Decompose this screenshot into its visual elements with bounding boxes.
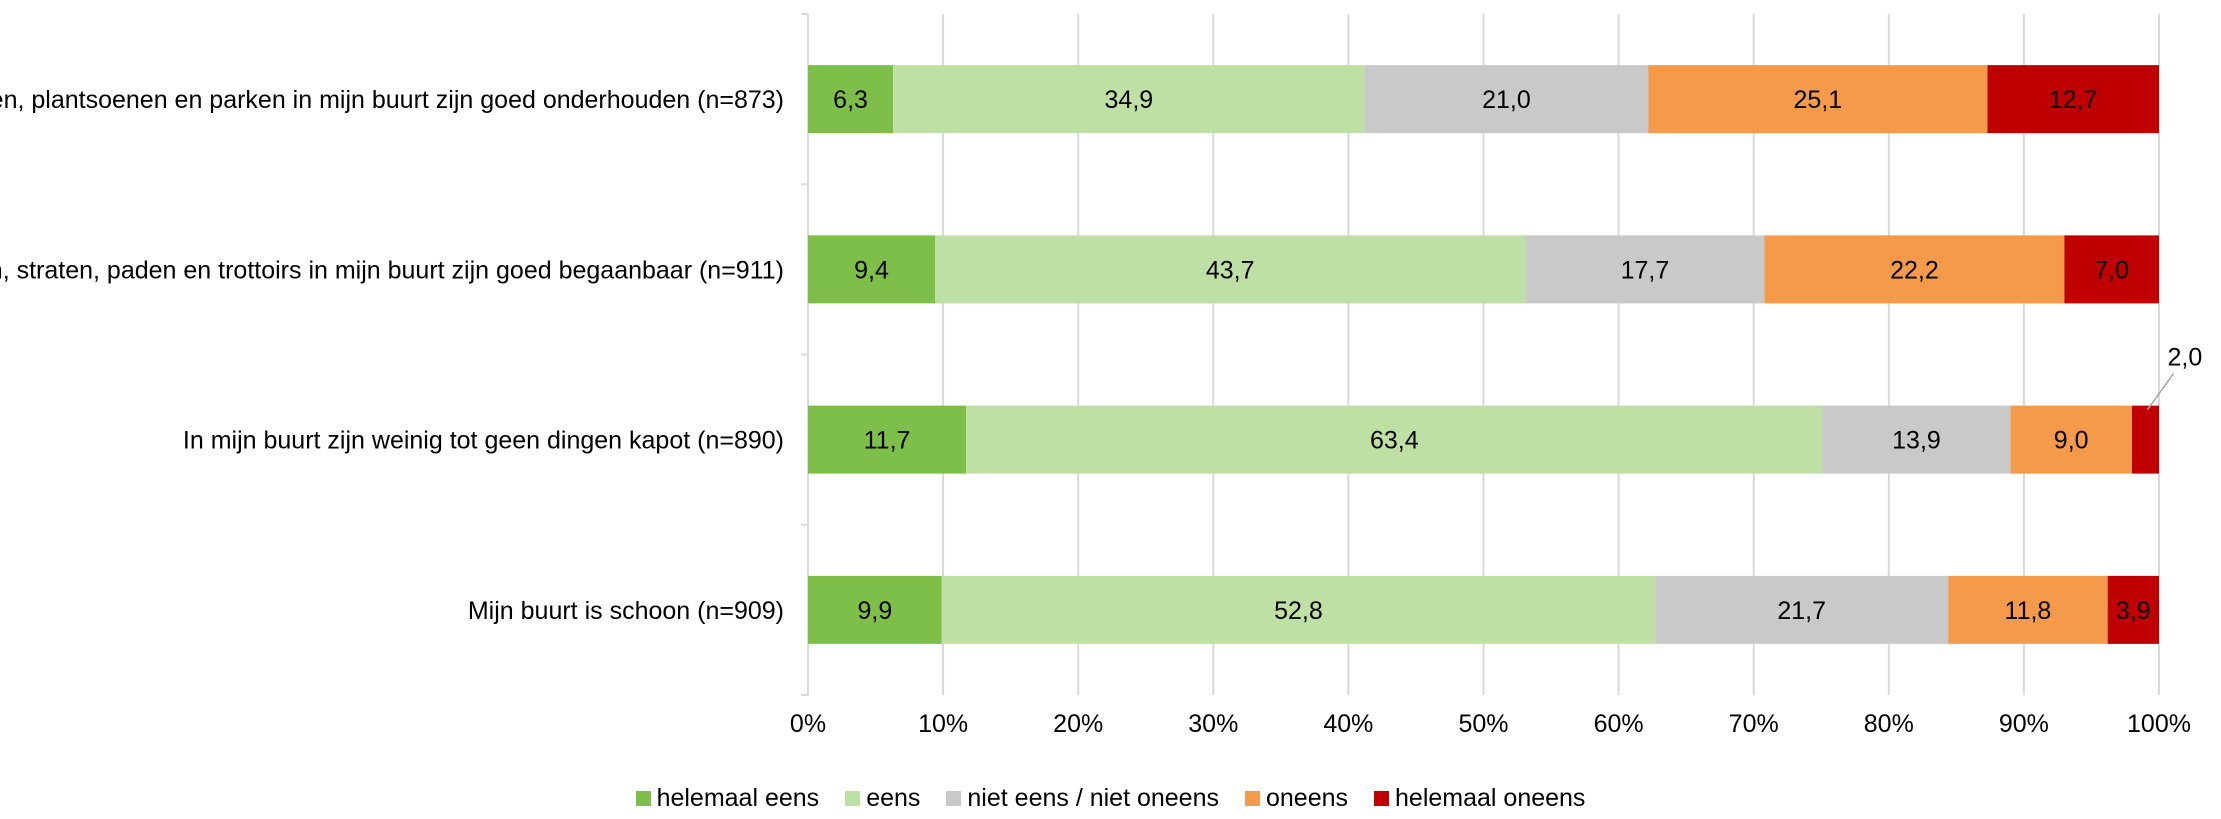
- legend-item: oneens: [1244, 783, 1349, 813]
- bar-segment: [1525, 235, 1765, 304]
- legend-label: helemaal oneens: [1395, 783, 1586, 812]
- x-tick-label: 20%: [1053, 710, 1103, 738]
- data-label: 17,7: [1621, 256, 1670, 284]
- data-label: 13,9: [1892, 427, 1941, 455]
- x-tick-label: 40%: [1323, 710, 1373, 738]
- data-label: 21,0: [1482, 86, 1531, 114]
- bar-segment: [808, 575, 942, 644]
- x-tick-label: 50%: [1458, 710, 1508, 738]
- bar-segment: [808, 65, 894, 134]
- bar-segment: [2010, 405, 2132, 474]
- x-tick-label: 0%: [790, 710, 826, 738]
- bar-segment: [2131, 405, 2159, 474]
- category-label: In mijn buurt zijn weinig tot geen dinge…: [183, 427, 784, 455]
- bar-segment: [1655, 575, 1949, 644]
- bar-segment: [2064, 235, 2159, 304]
- x-tick-label: 100%: [2127, 710, 2191, 738]
- data-label: 63,4: [1370, 427, 1419, 455]
- bar-segment: [2107, 575, 2159, 644]
- x-tick-label: 90%: [1999, 710, 2049, 738]
- bar-segment: [1948, 575, 2108, 644]
- bar-segment: [1364, 65, 1649, 134]
- data-label: 9,9: [857, 597, 892, 625]
- bar-segment: [1987, 65, 2159, 134]
- legend-item: eens: [845, 784, 920, 813]
- bar-segment: [893, 65, 1365, 134]
- legend-swatch: [845, 790, 861, 806]
- data-label: 12,7: [2049, 86, 2098, 114]
- legend-label: eens: [866, 783, 921, 812]
- data-label: 9,0: [2054, 427, 2089, 455]
- bar-segment: [1764, 235, 2065, 304]
- bar-segment: [941, 575, 1656, 644]
- category-label: Wegen, straten, paden en trottoirs in mi…: [0, 256, 784, 284]
- bar-segment: [934, 235, 1526, 304]
- bar-segment: [1822, 405, 2011, 474]
- data-label: 21,7: [1777, 597, 1826, 625]
- data-label: 52,8: [1274, 597, 1323, 625]
- legend-swatch: [1244, 790, 1260, 806]
- data-label: 9,4: [854, 256, 889, 284]
- data-label: 3,9: [2116, 597, 2151, 625]
- data-label: 11,8: [2005, 597, 2052, 625]
- data-label: 2,0: [2167, 344, 2202, 372]
- legend-swatch: [946, 790, 962, 806]
- legend-label: niet eens / niet oneens: [967, 783, 1219, 812]
- bar-segment: [808, 405, 967, 474]
- category-label: Mijn buurt is schoon (n=909): [468, 597, 784, 625]
- legend-swatch: [635, 790, 651, 806]
- legend-item: helemaal eens: [635, 783, 820, 813]
- bar-segment: [808, 235, 935, 304]
- x-tick-label: 10%: [918, 710, 968, 738]
- legend-item: niet eens / niet oneens: [946, 784, 1219, 813]
- stacked-bar-chart: 0% 10% 20% 30% 40% 50% 60% 70% 80% 90% 100% Perken,…: [0, 13, 2202, 738]
- callout-line: [2146, 373, 2175, 411]
- data-label: 11,7: [864, 427, 911, 455]
- legend: helemaal eens eens niet eens / niet oneens…: [0, 782, 2221, 814]
- legend-swatch: [1374, 790, 1390, 806]
- category-label: Perken, plantsoenen en parken in mijn bu…: [0, 86, 784, 114]
- legend-item: helemaal oneens: [1374, 784, 1585, 813]
- x-tick-label: 80%: [1864, 710, 1914, 738]
- x-tick-label: 30%: [1188, 710, 1238, 738]
- data-label: 6,3: [833, 86, 868, 114]
- data-label: 7,0: [2094, 256, 2129, 284]
- data-label: 43,7: [1206, 256, 1255, 284]
- x-tick-label: 60%: [1594, 710, 1644, 738]
- data-label: 25,1: [1794, 86, 1843, 114]
- x-tick-label: 70%: [1729, 710, 1779, 738]
- bar-segment: [966, 405, 1823, 474]
- legend-label: helemaal eens: [656, 783, 820, 812]
- bar-segment: [1648, 65, 1988, 134]
- data-label: 22,2: [1890, 256, 1939, 284]
- legend-label: oneens: [1265, 783, 1349, 812]
- data-label: 34,9: [1105, 86, 1154, 114]
